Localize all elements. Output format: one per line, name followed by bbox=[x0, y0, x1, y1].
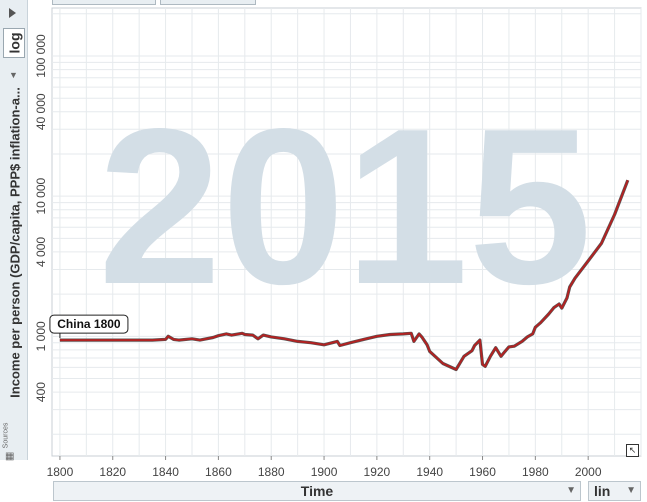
gridlines bbox=[52, 8, 642, 456]
x-tick-label: 1840 bbox=[152, 465, 179, 479]
point-label-box bbox=[49, 314, 129, 334]
y-tick-label: 10 000 bbox=[34, 177, 48, 214]
x-tick-label: 1860 bbox=[205, 465, 232, 479]
x-tick-label: 1960 bbox=[469, 465, 496, 479]
left-axis-panel: log ▼ Income per person (GDP/capita, PPP… bbox=[0, 0, 28, 462]
table-icon[interactable]: ▦ bbox=[5, 451, 15, 462]
caret-down-icon[interactable]: ▼ bbox=[9, 70, 18, 80]
y-tick-labels: 400 1 000 4 000 10 000 40 000 100 000 bbox=[34, 34, 48, 402]
year-watermark: 2015 bbox=[98, 83, 592, 331]
top-tab-right[interactable] bbox=[160, 0, 256, 5]
x-axis-title: Time bbox=[300, 483, 334, 499]
x-tick-label: 2000 bbox=[575, 465, 602, 479]
y-tick-label: 4 000 bbox=[34, 237, 48, 267]
x-tick-label: 1900 bbox=[311, 465, 338, 479]
y-tick-label: 40 000 bbox=[34, 93, 48, 130]
top-tab-left[interactable] bbox=[52, 0, 156, 5]
annotation-layer: China 1800 bbox=[49, 314, 129, 339]
x-scale-label: lin bbox=[594, 483, 611, 499]
x-tick-label: 1920 bbox=[364, 465, 391, 479]
series-line-china bbox=[59, 179, 629, 371]
x-axis-caret-icon[interactable]: ▼ bbox=[566, 485, 576, 496]
collapse-triangle-icon[interactable] bbox=[9, 8, 16, 18]
x-tick-label: 1820 bbox=[99, 465, 126, 479]
y-scale-toggle[interactable]: log bbox=[3, 28, 25, 58]
x-tick-label: 1980 bbox=[522, 465, 549, 479]
x-axis-selector[interactable]: Time ▼ bbox=[53, 481, 581, 501]
x-tick-label: 1940 bbox=[416, 465, 443, 479]
point-label-text: China 1800 bbox=[57, 317, 121, 331]
expand-icon[interactable]: ↖ bbox=[626, 444, 639, 457]
x-scale-selector[interactable]: lin ▼ bbox=[588, 481, 641, 501]
chart-svg: 2015 400 1 000 4 000 10 000 40 000 100 000 18… bbox=[34, 7, 642, 479]
plot-frame bbox=[51, 7, 642, 457]
y-tick-label: 400 bbox=[34, 382, 48, 402]
y-tick-label: 1 000 bbox=[34, 321, 48, 351]
x-tick-label: 1800 bbox=[47, 465, 74, 479]
x-tick-label: 1880 bbox=[258, 465, 285, 479]
x-scale-caret-icon[interactable]: ▼ bbox=[626, 485, 636, 496]
x-tick-labels: 1800 1820 1840 1860 1880 1900 1920 1940 1960 1980… bbox=[47, 456, 602, 479]
y-tick-label: 100 000 bbox=[34, 34, 48, 78]
series-layer bbox=[59, 179, 630, 372]
